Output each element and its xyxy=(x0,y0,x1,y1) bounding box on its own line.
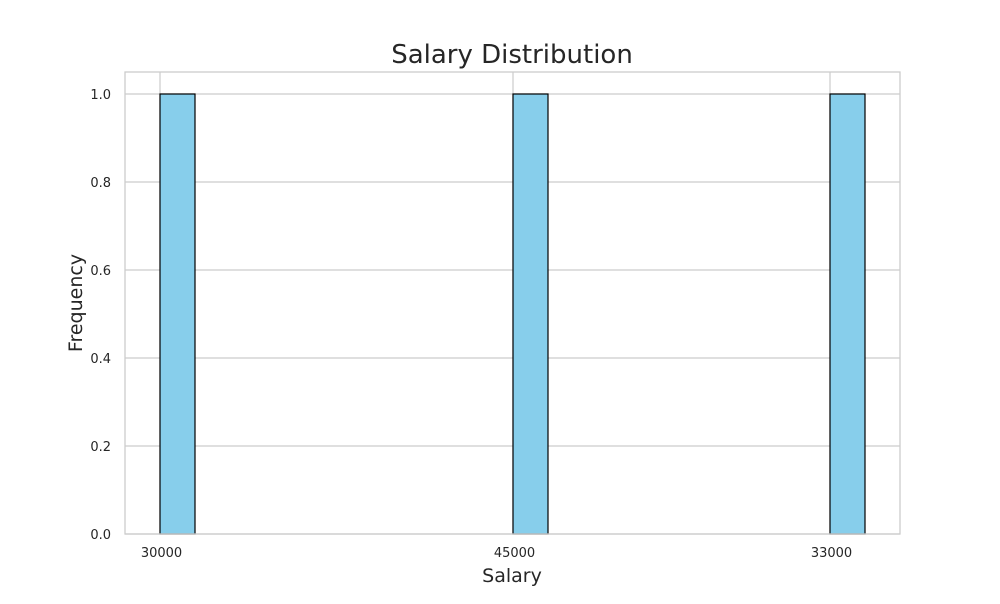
y-tick-label: 0.2 xyxy=(90,440,111,455)
bar-layer xyxy=(159,93,866,535)
y-tick-label: 1.0 xyxy=(90,88,111,103)
histogram-bar-30000 xyxy=(159,93,196,535)
x-axis-label: Salary xyxy=(482,565,542,587)
x-tick-label: 33000 xyxy=(811,546,852,561)
plot-frame xyxy=(124,71,901,535)
y-tick-labels: 0.0 0.2 0.4 0.6 0.8 1.0 xyxy=(90,88,111,543)
y-tick-label: 0.6 xyxy=(90,264,111,279)
histogram-bar-45000 xyxy=(512,93,549,535)
y-tick-label: 0.0 xyxy=(90,528,111,543)
x-tick-label: 45000 xyxy=(494,546,535,561)
y-tick-label: 0.8 xyxy=(90,176,111,191)
x-tick-label: 30000 xyxy=(141,546,182,561)
x-tick-labels: 30000 45000 33000 xyxy=(141,546,852,561)
y-tick-label: 0.4 xyxy=(90,352,111,367)
chart-title: Salary Distribution xyxy=(391,40,633,70)
y-axis-label: Frequency xyxy=(65,254,87,352)
histogram-bar-33000 xyxy=(829,93,866,535)
